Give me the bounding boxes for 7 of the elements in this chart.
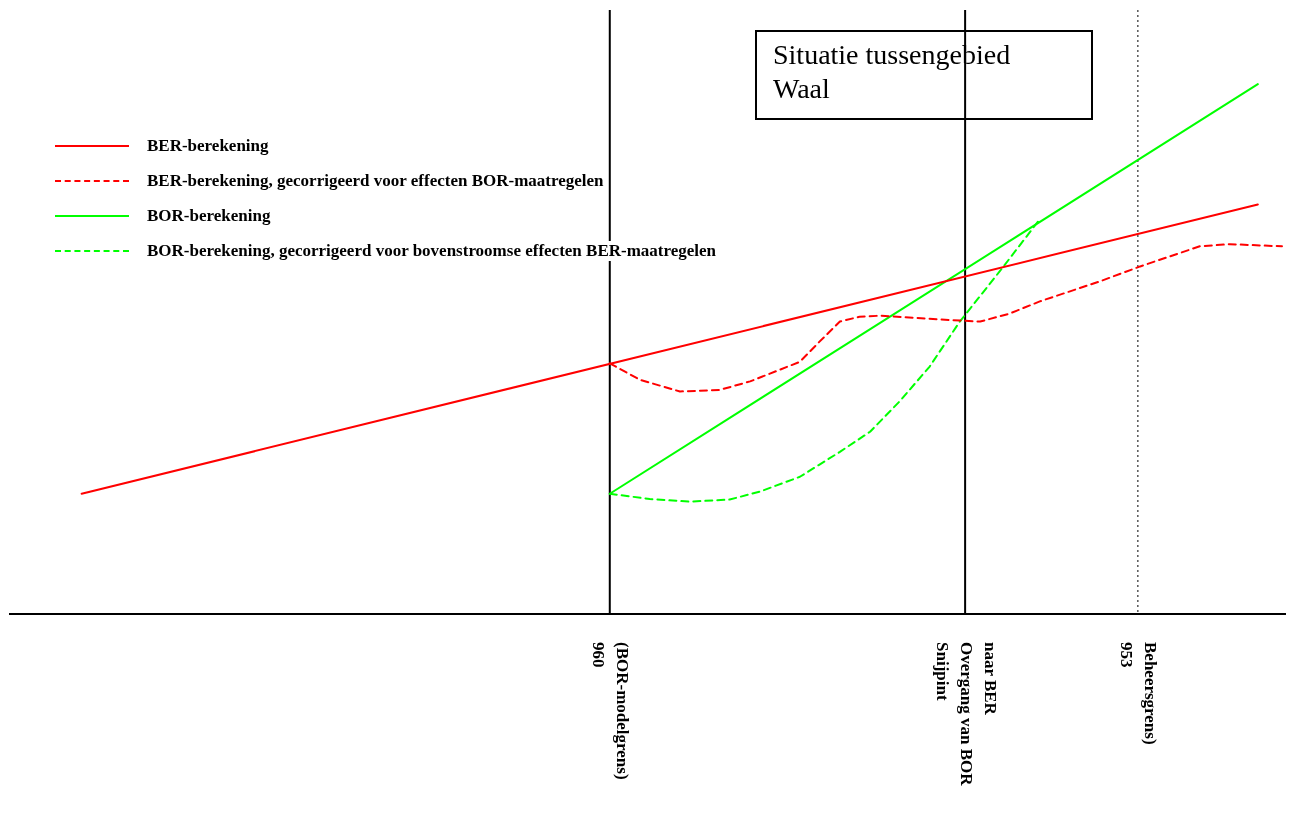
x-tick-label: 953 Beheersgrens) [1117,642,1161,745]
legend-label: BOR-berekening [147,205,271,226]
legend-label: BER-berekening, gecorrigeerd voor effecten BOR-maatregelen [147,170,604,191]
legend-label: BOR-berekening, gecorrigeerd voor bovenstroomse effecten BER-maatregelen [147,240,717,261]
x-tick-label: 960 (BOR-modelgrens) [589,642,633,780]
x-tick-label: Snijpint Overgang van BOR naar BER [932,642,1000,787]
legend-label: BER-berekening [147,135,269,156]
